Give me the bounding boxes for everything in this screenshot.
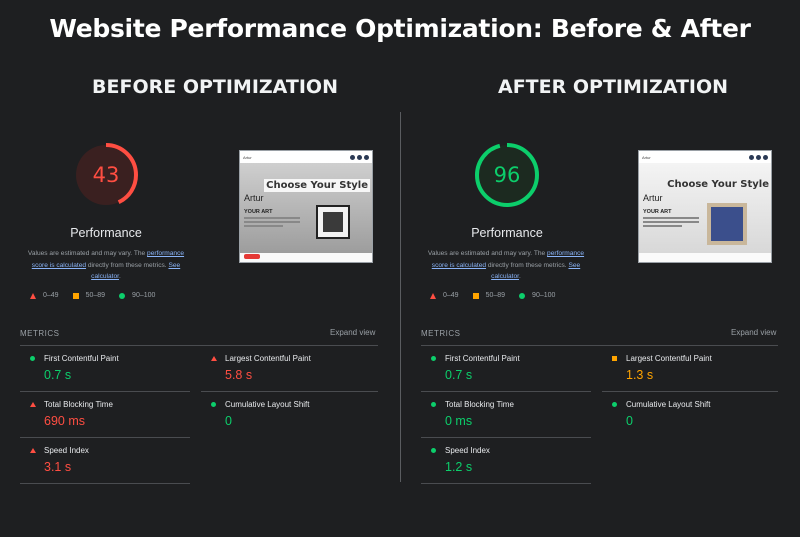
metric-value: 0.7 s [445,368,473,382]
metric-name: Cumulative Layout Shift [626,400,711,409]
square-icon [72,292,79,299]
legend-label: 50–89 [485,292,506,299]
after-heading: AFTER OPTIMIZATION [498,76,729,98]
thumbnail-subheading: YOUR ART [244,209,273,215]
score-calculated-link[interactable]: performance score is calculated [431,250,585,269]
after-panel: AFTER OPTIMIZATION 96 Performance Values… [400,0,800,537]
triangle-icon [211,356,217,361]
expand-view-link[interactable]: Expand view [731,328,777,337]
metric-name: Total Blocking Time [44,400,113,409]
performance-label: Performance [471,226,543,240]
metric-value: 1.2 s [445,460,473,474]
before-panel: BEFORE OPTIMIZATION 43 Performance Value… [20,76,378,484]
triangle-icon [430,292,436,299]
metric-name: Speed Index [44,446,89,455]
metrics-label: METRICS [20,329,60,338]
performance-label: Performance [70,226,142,240]
metric-name: Total Blocking Time [445,400,514,409]
metric-value: 1.3 s [626,368,654,382]
thumbnail-name: Artur [643,193,663,203]
page-screenshot-thumbnail: Artur Choose Your Style Artur YOUR ART [638,150,772,263]
performance-note: Values are estimated and may vary. The p… [427,250,585,281]
metric-value: 0 [225,414,232,428]
legend-label: 0–49 [43,292,59,299]
thumbnail-heading: Choose Your Style [667,179,769,190]
thumbnail-logo: Artur [642,154,651,160]
score-value: 43 [92,163,120,187]
square-icon [612,356,617,361]
metric-value: 690 ms [44,414,85,428]
score-gauge: 96 [472,140,542,210]
metric-name: Largest Contentful Paint [626,354,712,363]
circle-icon [211,402,216,407]
metric-name: Cumulative Layout Shift [225,400,310,409]
score-legend: 0–49 50–89 90–100 [30,292,155,299]
metric-value: 0 [626,414,633,428]
square-icon [472,292,479,299]
legend-label: 90–100 [132,292,156,299]
metric-name: Speed Index [445,446,490,455]
performance-note: Values are estimated and may vary. The p… [27,250,185,281]
artwork-image [316,205,350,239]
score-legend: 0–49 50–89 90–100 [430,292,555,299]
page-title: Website Performance Optimization: Before… [49,14,751,43]
see-calculator-link[interactable]: See calculator [91,261,181,281]
triangle-icon [30,402,36,407]
circle-icon [612,402,617,407]
legend-label: 50–89 [85,292,106,299]
score-value: 96 [493,163,521,187]
circle-icon [519,292,526,299]
circle-icon [119,292,126,299]
circle-icon [431,448,436,453]
page-screenshot-thumbnail: Artur Choose Your Style Artur YOUR ART [239,150,373,263]
metric-name: First Contentful Paint [44,354,119,363]
before-heading: BEFORE OPTIMIZATION [92,76,338,98]
metrics-label: METRICS [421,329,461,338]
thumbnail-heading: Choose Your Style [264,179,370,192]
thumbnail-name: Artur [244,193,264,203]
circle-icon [431,356,436,361]
see-calculator-link[interactable]: See calculator [491,261,581,281]
metric-value: 0 ms [445,414,473,428]
metric-value: 3.1 s [44,460,72,474]
legend-label: 0–49 [443,292,459,299]
triangle-icon [30,448,36,453]
panel-divider [400,112,401,482]
artwork-image [707,203,747,245]
score-gauge: 43 [71,140,141,210]
metric-value: 5.8 s [225,368,253,382]
metric-value: 0.7 s [44,368,72,382]
thumbnail-subheading: YOUR ART [643,209,672,215]
metric-name: First Contentful Paint [445,354,520,363]
score-calculated-link[interactable]: performance score is calculated [31,250,185,269]
circle-icon [431,402,436,407]
triangle-icon [30,292,36,299]
legend-label: 90–100 [532,292,556,299]
circle-icon [30,356,35,361]
thumbnail-logo: Artur [243,154,252,160]
expand-view-link[interactable]: Expand view [330,328,376,337]
metric-name: Largest Contentful Paint [225,354,311,363]
